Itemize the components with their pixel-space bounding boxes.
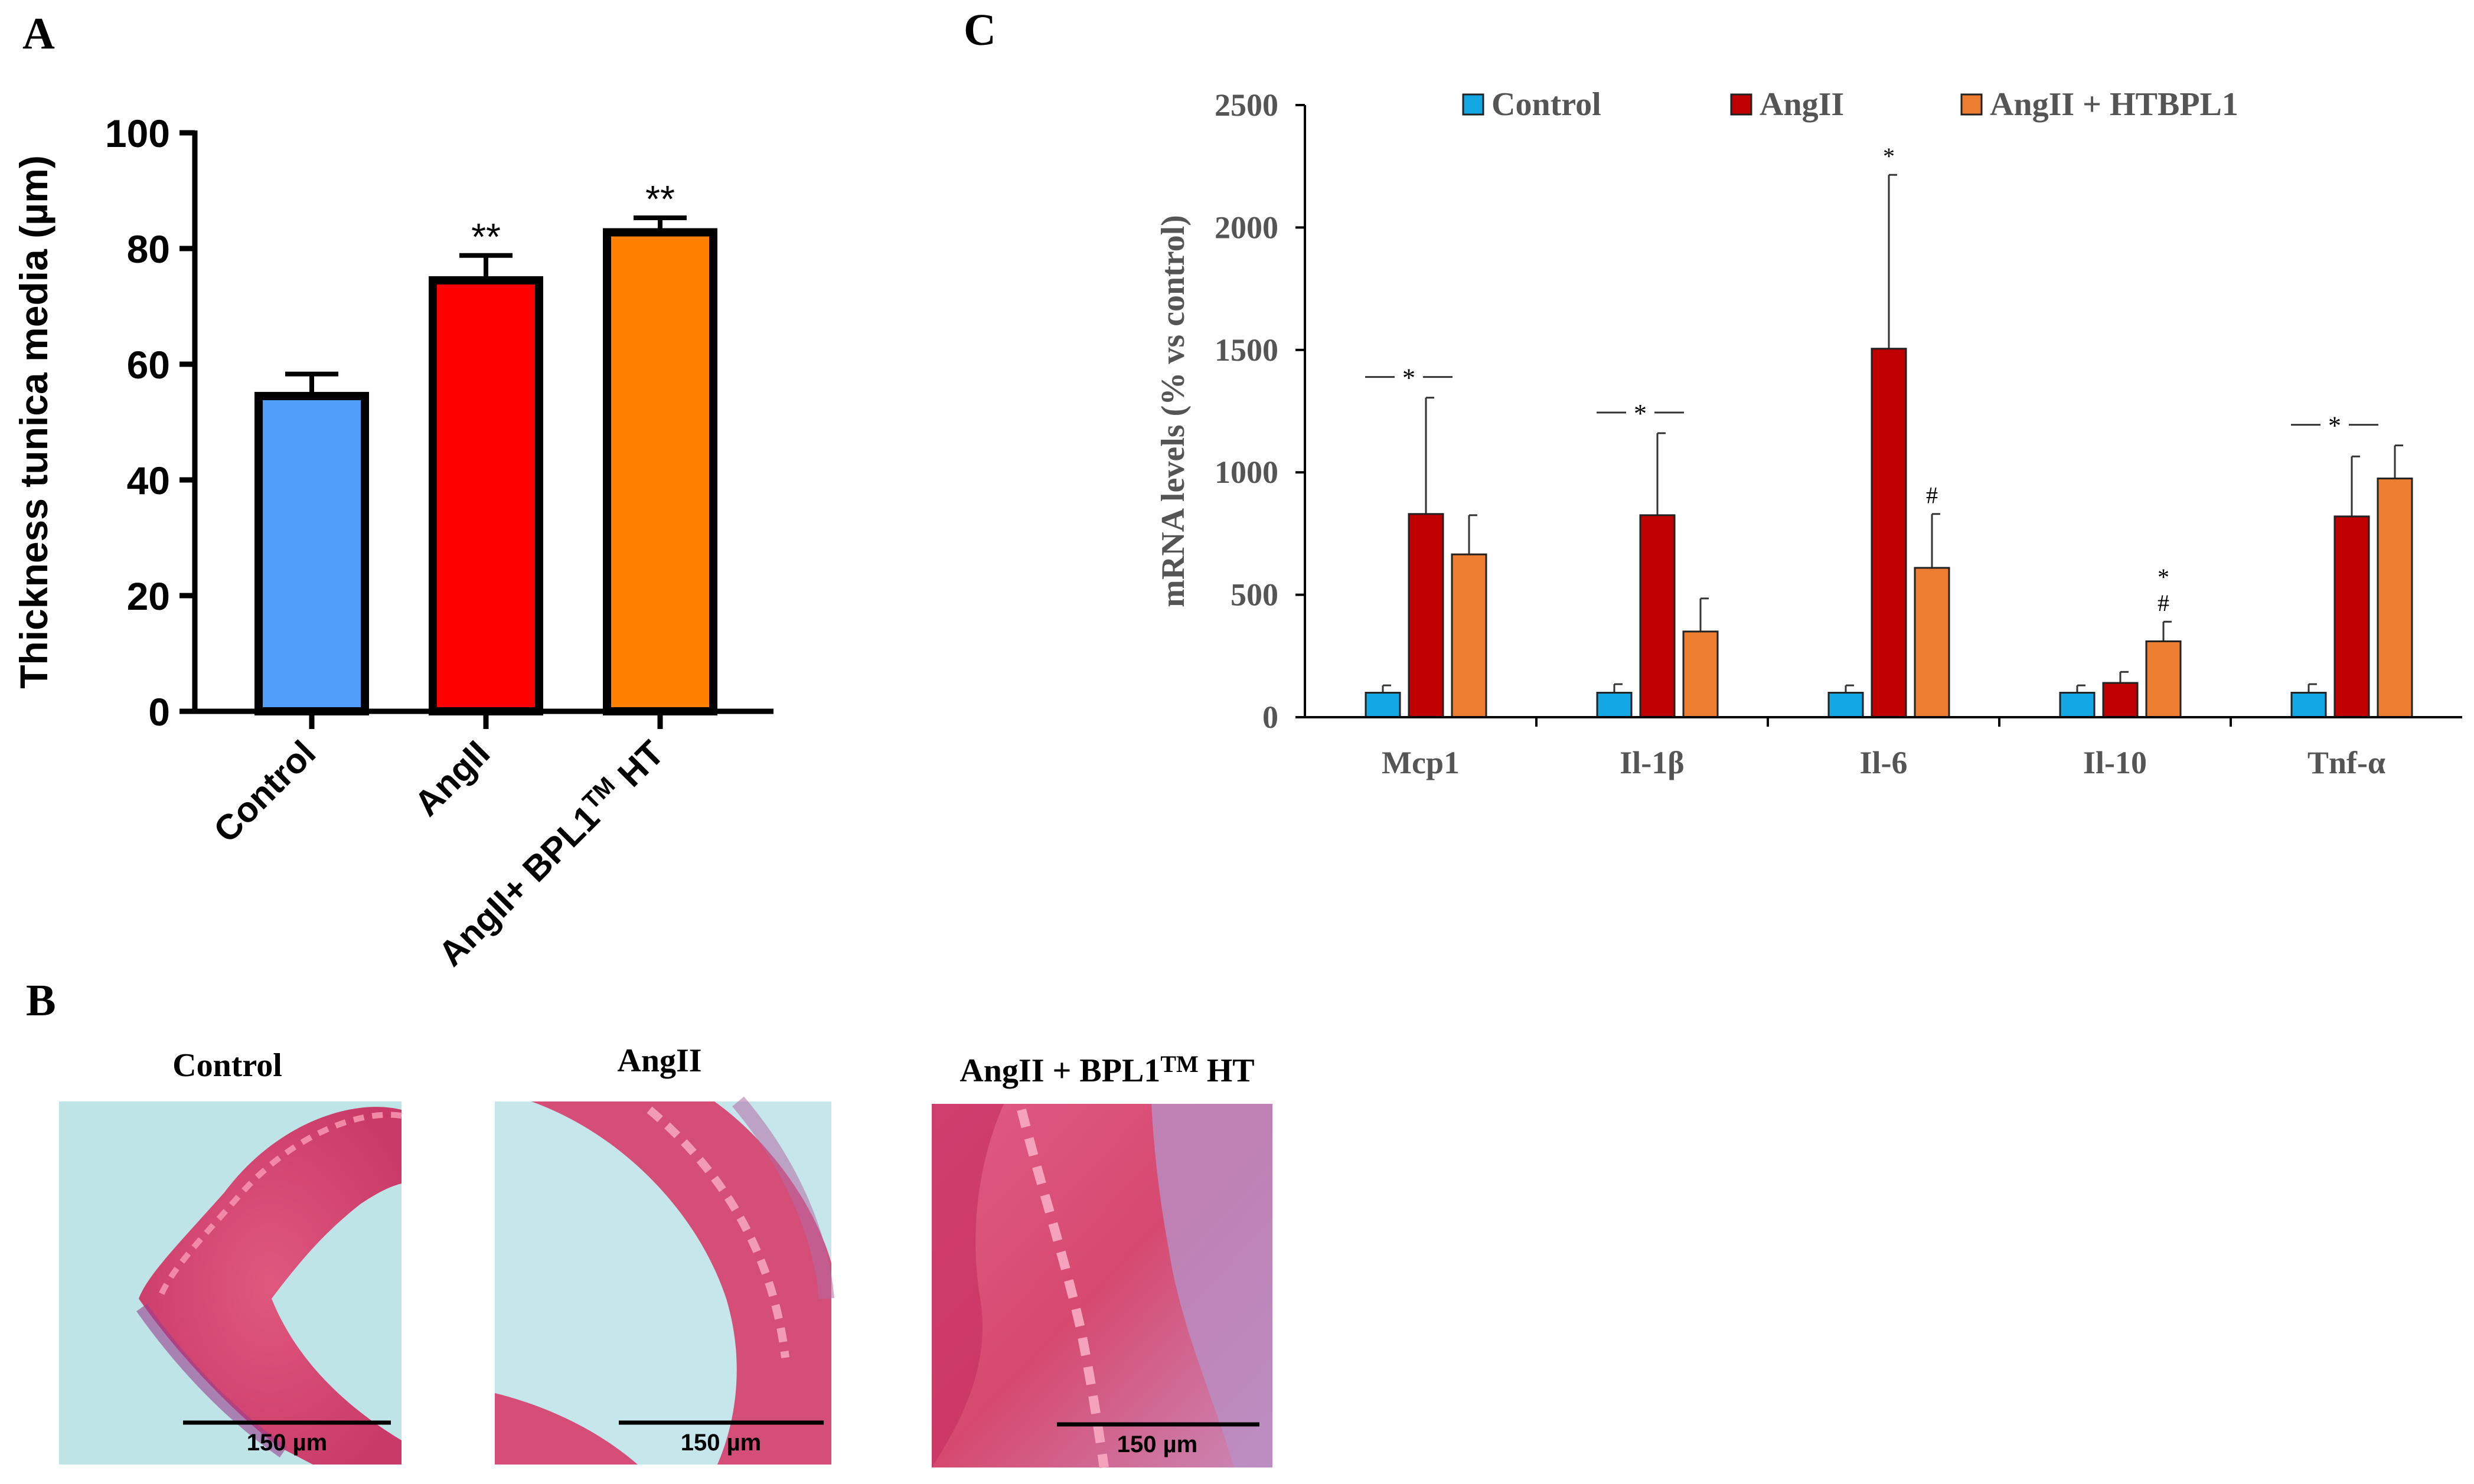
x-label-a-1: AngII xyxy=(407,733,497,823)
annotation-c-2: * xyxy=(1883,143,1895,169)
bar-c-3-1 xyxy=(2102,682,2139,718)
x-label-c-0: Mcp1 xyxy=(1382,745,1460,780)
legend-swatch-1 xyxy=(1730,93,1752,116)
y-tick-label-a-2: 40 xyxy=(127,459,170,502)
significance-a-1: ** xyxy=(471,215,501,258)
x-label-c-4: Tnf-α xyxy=(2307,745,2385,780)
histology-image-bpl1: 150 µm xyxy=(932,1104,1272,1469)
x-label-a-2-main: AngII+ BPL1 xyxy=(431,797,607,973)
histology-label-angii: AngII xyxy=(617,1042,701,1079)
annotation-c-3: # xyxy=(1926,482,1938,509)
y-tick-label-c-2: 1000 xyxy=(1215,455,1278,490)
scale-bar-label-2: 150 µm xyxy=(681,1430,761,1456)
bar-c-1-2 xyxy=(1682,630,1719,718)
bar-c-3-2 xyxy=(2145,640,2182,718)
x-label-c-2: Il-6 xyxy=(1860,745,1908,780)
annotation-c-5: # xyxy=(2158,590,2169,616)
panel-label-b: B xyxy=(26,976,56,1025)
histology-label-bpl1-ht: HT xyxy=(1199,1052,1255,1089)
y-tick-label-c-4: 2000 xyxy=(1215,210,1278,245)
chart-c: mRNA levels (% vs control) 0 500 1000 1500 20… xyxy=(1155,86,2462,780)
bar-c-2-0 xyxy=(1827,692,1864,718)
histology-image-control: 150 µm xyxy=(59,1101,402,1465)
y-tick-label-c-0: 0 xyxy=(1262,699,1278,735)
annotation-c-6: * xyxy=(2328,411,2341,440)
y-tick-label-c-5: 2500 xyxy=(1215,87,1278,123)
annotation-c-0: * xyxy=(1402,364,1415,393)
legend-label-2: AngII + HTBPL1 xyxy=(1990,86,2238,123)
bar-c-3-0 xyxy=(2059,692,2096,718)
y-tick-label-c-3: 1500 xyxy=(1215,332,1278,368)
scale-bar-label-3: 150 µm xyxy=(1117,1431,1197,1457)
histology-label-bpl1-tm: TM xyxy=(1160,1051,1198,1077)
bar-c-2-2 xyxy=(1914,567,1950,718)
legend-swatch-0 xyxy=(1462,93,1484,116)
bar-a-0 xyxy=(254,391,369,715)
panel-label-c: C xyxy=(964,5,996,55)
bar-c-0-1 xyxy=(1408,513,1444,718)
y-axis-label-a: Thickness tunica media (µm) xyxy=(12,155,56,689)
y-tick-label-a-3: 60 xyxy=(127,343,170,387)
bar-c-4-0 xyxy=(2290,692,2327,718)
y-tick-label-a-5: 100 xyxy=(105,112,170,155)
bar-c-0-0 xyxy=(1365,692,1401,718)
y-axis-label-c: mRNA levels (% vs control) xyxy=(1155,215,1192,607)
bar-c-2-1 xyxy=(1871,348,1907,718)
legend-label-0: Control xyxy=(1491,86,1601,123)
bar-c-0-2 xyxy=(1451,553,1487,718)
histology-label-bpl1-main: AngII + BPL1 xyxy=(959,1052,1160,1089)
scale-bar-label-1: 150 µm xyxy=(247,1430,327,1456)
x-label-a-0: Control xyxy=(206,733,323,850)
y-tick-label-c-1: 500 xyxy=(1231,577,1278,613)
histology-label-control: Control xyxy=(172,1047,282,1084)
bar-a-2 xyxy=(603,228,717,715)
annotation-c-1: * xyxy=(1634,399,1647,428)
y-tick-label-a-1: 20 xyxy=(127,574,170,618)
histology-label-bpl1: AngII + BPL1TM HT xyxy=(959,1051,1254,1089)
y-tick-label-a-0: 0 xyxy=(148,690,170,734)
x-label-c-1: Il-1β xyxy=(1620,745,1684,780)
legend-label-1: AngII xyxy=(1760,86,1844,123)
x-label-c-3: Il-10 xyxy=(2083,745,2147,780)
panel-label-a: A xyxy=(22,9,55,58)
bar-c-4-1 xyxy=(2333,515,2370,718)
histology-image-angii: 150 µm xyxy=(495,1096,834,1465)
bar-a-1 xyxy=(429,276,543,715)
annotation-c-4: * xyxy=(2158,564,2169,590)
histology-panel: Control 150 µm AngII 150 µm AngII + BPL1… xyxy=(59,1042,1272,1469)
y-tick-label-a-4: 80 xyxy=(127,227,170,271)
bar-c-1-0 xyxy=(1596,692,1633,718)
chart-a: Thickness tunica media (µm) 0 20 40 60 80 100 C… xyxy=(12,112,773,973)
bar-c-4-2 xyxy=(2377,478,2413,718)
legend-swatch-2 xyxy=(1960,93,1983,116)
bar-c-1-1 xyxy=(1639,514,1676,718)
significance-a-2: ** xyxy=(645,178,675,220)
